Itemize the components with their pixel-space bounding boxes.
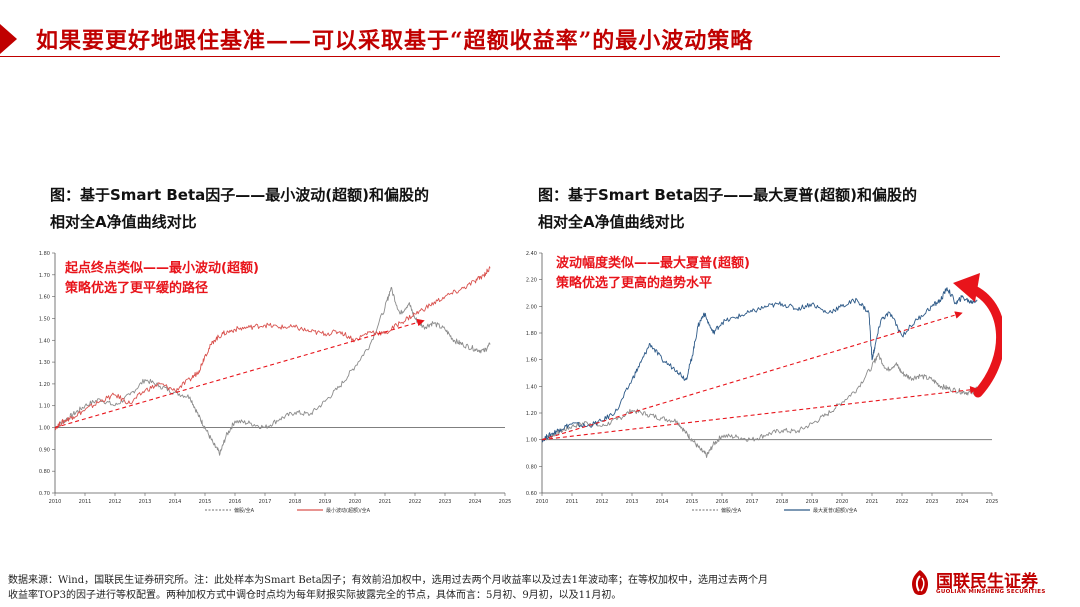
y-tick-label: 0.90 [39,447,50,453]
x-tick-label: 2020 [836,499,849,505]
logo-emblem-icon [912,570,928,595]
footnote: 数据来源：Wind，国联民生证券研究所。注：此处样本为Smart Beta因子；… [8,573,888,603]
left-chart-title-line1: 图：基于Smart Beta因子——最小波动(超额)和偏股的 [50,186,429,204]
x-tick-label: 2024 [469,499,482,505]
y-tick-label: 1.10 [39,404,50,410]
x-tick-label: 2021 [866,499,879,505]
left-chart-title: 图：基于Smart Beta因子——最小波动(超额)和偏股的 相对全A净值曲线对… [50,182,510,236]
right-chart-title-line1: 图：基于Smart Beta因子——最大夏普(超额)和偏股的 [538,186,917,204]
x-tick-label: 2010 [49,499,62,505]
x-tick-label: 2021 [379,499,392,505]
x-tick-label: 2025 [499,499,512,505]
y-tick-label: 1.70 [39,273,50,279]
y-tick-label: 1.00 [526,438,537,444]
page-title: 如果要更好地跟住基准——可以采取基于“超额收益率”的最小波动策略 [36,28,754,54]
x-tick-label: 2015 [686,499,699,505]
x-tick-label: 2020 [349,499,362,505]
x-tick-label: 2014 [656,499,669,505]
left-chart-title-line2: 相对全A净值曲线对比 [50,213,197,231]
y-tick-label: 0.80 [39,469,50,475]
y-tick-label: 2.40 [526,251,537,257]
trend-arrow-1 [541,385,978,441]
y-tick-label: 1.80 [39,251,50,257]
footnote-line1: 数据来源：Wind，国联民生证券研究所。注：此处样本为Smart Beta因子；… [8,575,769,586]
left-chart: 0.70 0.80 0.90 1.00 1.10 1.20 1.30 1.40 1.50 1.60… [39,251,512,514]
x-tick-label: 2013 [626,499,639,505]
y-tick-label: 1.80 [526,331,537,337]
company-logo: 国联民生证券 GUOLIAN MINSHENG SECURITIES [908,566,1073,602]
series-line-0 [541,352,978,458]
trend-arrow-0 [54,318,425,429]
right-annotation-line1: 波动幅度类似——最大夏普(超额) [556,255,750,271]
x-tick-label: 2018 [776,499,789,505]
legend-label-1: 最小波动(超额)/全A [326,507,371,514]
x-tick-label: 2024 [956,499,969,505]
series-line-0 [54,286,491,456]
y-tick-label: 1.50 [39,316,50,322]
y-tick-label: 0.80 [526,464,537,470]
series-line-1 [541,287,978,443]
trend-arrow-0 [541,311,963,441]
legend-label-0: 偏股/全A [721,507,742,514]
x-tick-label: 2025 [986,499,999,505]
right-annotation-line2: 策略优选了更高的趋势水平 [556,275,712,291]
x-tick-label: 2017 [259,499,272,505]
y-tick-label: 1.40 [39,338,50,344]
header-marker-icon [0,24,17,54]
logo-cn: 国联民生证券 [936,572,1038,592]
x-tick-label: 2019 [319,499,332,505]
y-tick-label: 0.60 [526,491,537,497]
footnote-line2: 收益率TOP3的因子进行等权配置。两种加权方式中调仓时点均为每年财报实际披露完全… [8,590,622,601]
series-line-1 [54,266,491,431]
x-tick-label: 2018 [289,499,302,505]
y-tick-label: 1.20 [39,382,50,388]
y-tick-label: 2.20 [526,278,537,284]
legend-label-0: 偏股/全A [234,507,255,514]
x-tick-label: 2011 [566,499,579,505]
x-tick-label: 2016 [716,499,729,505]
comparison-curve-arrow [962,282,1002,398]
y-tick-label: 1.30 [39,360,50,366]
x-tick-label: 2010 [536,499,549,505]
comparison-curve-arrowhead-icon [953,273,980,302]
y-tick-label: 1.20 [526,411,537,417]
y-tick-label: 1.60 [526,358,537,364]
y-tick-label: 1.40 [526,384,537,390]
x-tick-label: 2019 [806,499,819,505]
x-tick-label: 2012 [109,499,122,505]
x-tick-label: 2017 [746,499,759,505]
y-tick-label: 2.00 [526,304,537,310]
right-chart-title: 图：基于Smart Beta因子——最大夏普(超额)和偏股的 相对全A净值曲线对… [538,182,998,236]
x-tick-label: 2023 [439,499,452,505]
logo-en: GUOLIAN MINSHENG SECURITIES [936,589,1046,595]
left-annotation-line2: 策略优选了更平缓的路径 [65,280,208,296]
x-tick-label: 2016 [229,499,242,505]
x-tick-label: 2022 [896,499,909,505]
y-tick-label: 1.60 [39,295,50,301]
y-tick-label: 0.70 [39,491,50,497]
x-tick-label: 2014 [169,499,182,505]
x-tick-label: 2023 [926,499,939,505]
y-tick-label: 1.00 [39,426,50,432]
x-tick-label: 2022 [409,499,422,505]
x-tick-label: 2011 [79,499,92,505]
header-divider [0,56,1000,57]
right-chart-title-line2: 相对全A净值曲线对比 [538,213,685,231]
right-chart: 0.60 0.80 1.00 1.20 1.40 1.60 1.80 2.00 2.20 2.40… [526,251,1002,514]
x-tick-label: 2013 [139,499,152,505]
legend-label-1: 最大夏普(超额)/全A [813,507,858,514]
left-annotation-line1: 起点终点类似——最小波动(超额) [64,260,259,276]
x-tick-label: 2012 [596,499,609,505]
x-tick-label: 2015 [199,499,212,505]
